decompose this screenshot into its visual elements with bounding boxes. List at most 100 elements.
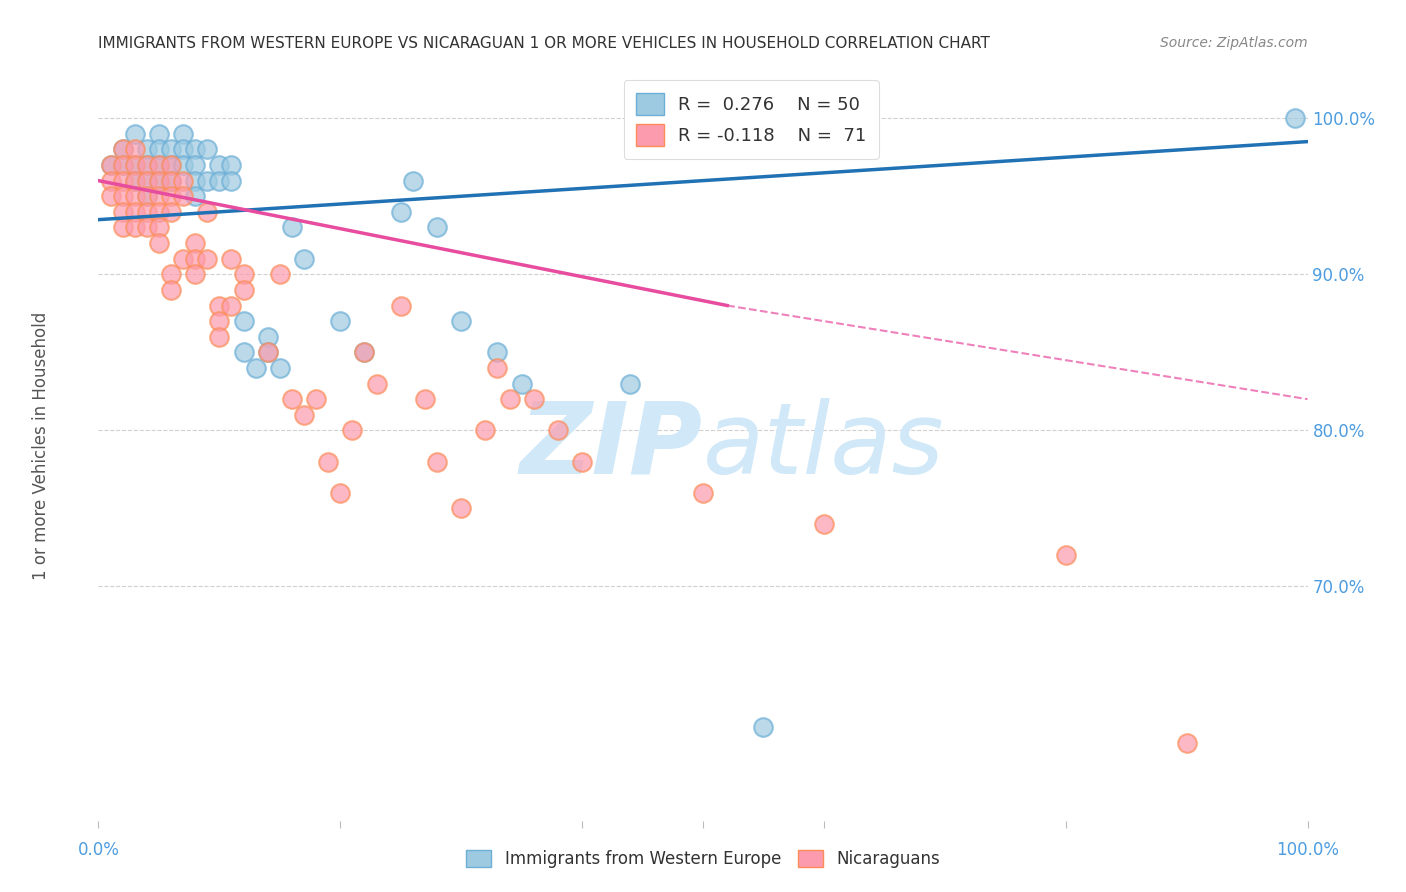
Point xyxy=(426,220,449,235)
Point xyxy=(100,174,122,188)
Point xyxy=(124,127,146,141)
Point xyxy=(160,174,183,188)
Point xyxy=(292,252,315,266)
Point xyxy=(195,174,218,188)
Point xyxy=(426,454,449,468)
Point xyxy=(135,220,157,235)
Legend: R =  0.276    N = 50, R = -0.118    N =  71: R = 0.276 N = 50, R = -0.118 N = 71 xyxy=(624,80,879,159)
Point xyxy=(111,220,134,235)
Point xyxy=(353,345,375,359)
Point xyxy=(124,174,146,188)
Point xyxy=(160,205,183,219)
Point xyxy=(450,501,472,516)
Point xyxy=(160,268,183,282)
Point xyxy=(124,158,146,172)
Point xyxy=(221,158,243,172)
Point xyxy=(172,174,194,188)
Point xyxy=(184,143,207,157)
Point xyxy=(269,268,291,282)
Point xyxy=(389,205,412,219)
Point xyxy=(1175,736,1198,750)
Point xyxy=(413,392,436,407)
Point xyxy=(124,189,146,203)
Point xyxy=(232,268,254,282)
Point xyxy=(148,205,170,219)
Point xyxy=(184,174,207,188)
Point xyxy=(402,174,425,188)
Point xyxy=(221,252,243,266)
Point xyxy=(366,376,388,391)
Text: Source: ZipAtlas.com: Source: ZipAtlas.com xyxy=(1160,36,1308,50)
Point xyxy=(184,268,207,282)
Point xyxy=(172,189,194,203)
Point xyxy=(208,330,231,344)
Point xyxy=(184,235,207,250)
Point xyxy=(208,174,231,188)
Point xyxy=(160,158,183,172)
Point xyxy=(256,330,278,344)
Point xyxy=(498,392,520,407)
Text: IMMIGRANTS FROM WESTERN EUROPE VS NICARAGUAN 1 OR MORE VEHICLES IN HOUSEHOLD COR: IMMIGRANTS FROM WESTERN EUROPE VS NICARA… xyxy=(98,36,990,51)
Point xyxy=(789,143,811,157)
Point xyxy=(100,158,122,172)
Point xyxy=(111,158,134,172)
Point xyxy=(329,485,352,500)
Point xyxy=(135,205,157,219)
Point xyxy=(208,298,231,313)
Point xyxy=(571,454,593,468)
Point xyxy=(752,720,775,734)
Point xyxy=(160,189,183,203)
Point xyxy=(160,143,183,157)
Point xyxy=(111,174,134,188)
Point xyxy=(389,298,412,313)
Point xyxy=(692,485,714,500)
Point xyxy=(281,220,304,235)
Point xyxy=(450,314,472,328)
Point xyxy=(135,143,157,157)
Text: 0.0%: 0.0% xyxy=(77,840,120,858)
Point xyxy=(232,314,254,328)
Point xyxy=(111,158,134,172)
Point xyxy=(111,205,134,219)
Point xyxy=(281,392,304,407)
Point xyxy=(135,174,157,188)
Point xyxy=(353,345,375,359)
Point xyxy=(208,158,231,172)
Legend: Immigrants from Western Europe, Nicaraguans: Immigrants from Western Europe, Nicaragu… xyxy=(460,843,946,875)
Point xyxy=(148,158,170,172)
Point xyxy=(160,283,183,297)
Point xyxy=(160,174,183,188)
Point xyxy=(342,423,364,437)
Point xyxy=(148,189,170,203)
Point xyxy=(208,314,231,328)
Point xyxy=(124,174,146,188)
Point xyxy=(256,345,278,359)
Point xyxy=(195,143,218,157)
Text: 100.0%: 100.0% xyxy=(1277,840,1339,858)
Point xyxy=(135,189,157,203)
Point xyxy=(195,252,218,266)
Point xyxy=(124,220,146,235)
Point xyxy=(221,174,243,188)
Point xyxy=(619,376,641,391)
Point xyxy=(256,345,278,359)
Point xyxy=(148,143,170,157)
Point xyxy=(172,143,194,157)
Point xyxy=(111,189,134,203)
Point xyxy=(221,298,243,313)
Point xyxy=(124,158,146,172)
Point xyxy=(486,361,509,376)
Point xyxy=(184,189,207,203)
Point xyxy=(111,143,134,157)
Y-axis label: 1 or more Vehicles in Household: 1 or more Vehicles in Household xyxy=(32,312,51,580)
Point xyxy=(486,345,509,359)
Point xyxy=(160,158,183,172)
Point xyxy=(474,423,496,437)
Point xyxy=(148,174,170,188)
Point xyxy=(523,392,546,407)
Point xyxy=(510,376,533,391)
Point xyxy=(148,235,170,250)
Point xyxy=(245,361,267,376)
Point xyxy=(195,205,218,219)
Point xyxy=(172,158,194,172)
